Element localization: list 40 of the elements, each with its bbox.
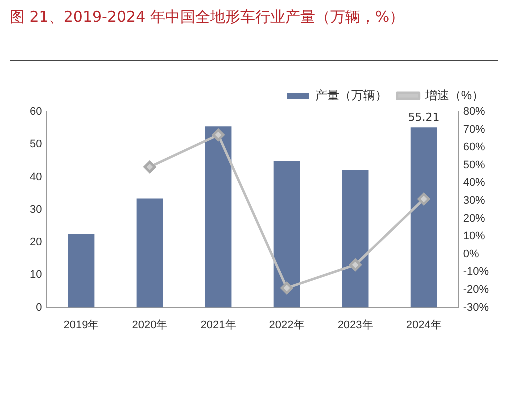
y-tick-label: 40 <box>30 171 42 184</box>
x-tick-label: 2023年 <box>338 319 374 332</box>
legend-label: 增速（%） <box>424 88 484 102</box>
bar <box>68 234 95 308</box>
y2-tick-label: 50% <box>463 159 486 172</box>
y-tick-label: 50 <box>30 138 42 151</box>
point <box>349 258 362 272</box>
point <box>212 128 225 142</box>
bar <box>136 198 164 308</box>
y-tick-label: 10 <box>30 269 42 282</box>
chart-title: 图 21、2019-2024 年中国全地形车行业产量（万辆，%） <box>10 8 406 27</box>
y-tick-label: 60 <box>30 106 42 118</box>
x-tick-label: 2024年 <box>406 319 442 332</box>
y2-tick-label: 10% <box>463 230 486 243</box>
legend-label: 产量（万辆） <box>315 88 388 102</box>
x-tick-label: 2020年 <box>132 319 168 332</box>
point <box>144 160 156 174</box>
x-tick-label: 2021年 <box>200 319 236 332</box>
bar <box>342 170 369 308</box>
y2-tick-label: 80% <box>463 106 486 118</box>
y2-tick-label: -10% <box>463 266 490 278</box>
y-tick-label: 20 <box>30 236 42 249</box>
y-tick-label: 0 <box>36 302 42 314</box>
point <box>280 282 294 294</box>
y2-tick-label: 30% <box>463 195 486 208</box>
bar <box>410 128 438 308</box>
y2-tick-label: 0% <box>463 248 480 260</box>
data-label: 55.21 <box>408 110 440 124</box>
y2-tick-label: 60% <box>463 142 486 154</box>
y2-tick-label: 40% <box>463 177 486 190</box>
y-tick-label: 30 <box>30 204 42 216</box>
y2-tick-label: 20% <box>463 212 486 225</box>
y2-tick-label: -20% <box>463 284 490 296</box>
bar <box>205 126 232 308</box>
point <box>418 192 430 206</box>
x-tick-label: 2019年 <box>64 319 100 332</box>
bar <box>274 160 300 308</box>
x-tick-label: 2022年 <box>269 319 305 332</box>
y2-tick-label: -30% <box>463 302 490 314</box>
y2-tick-label: 70% <box>463 124 486 136</box>
